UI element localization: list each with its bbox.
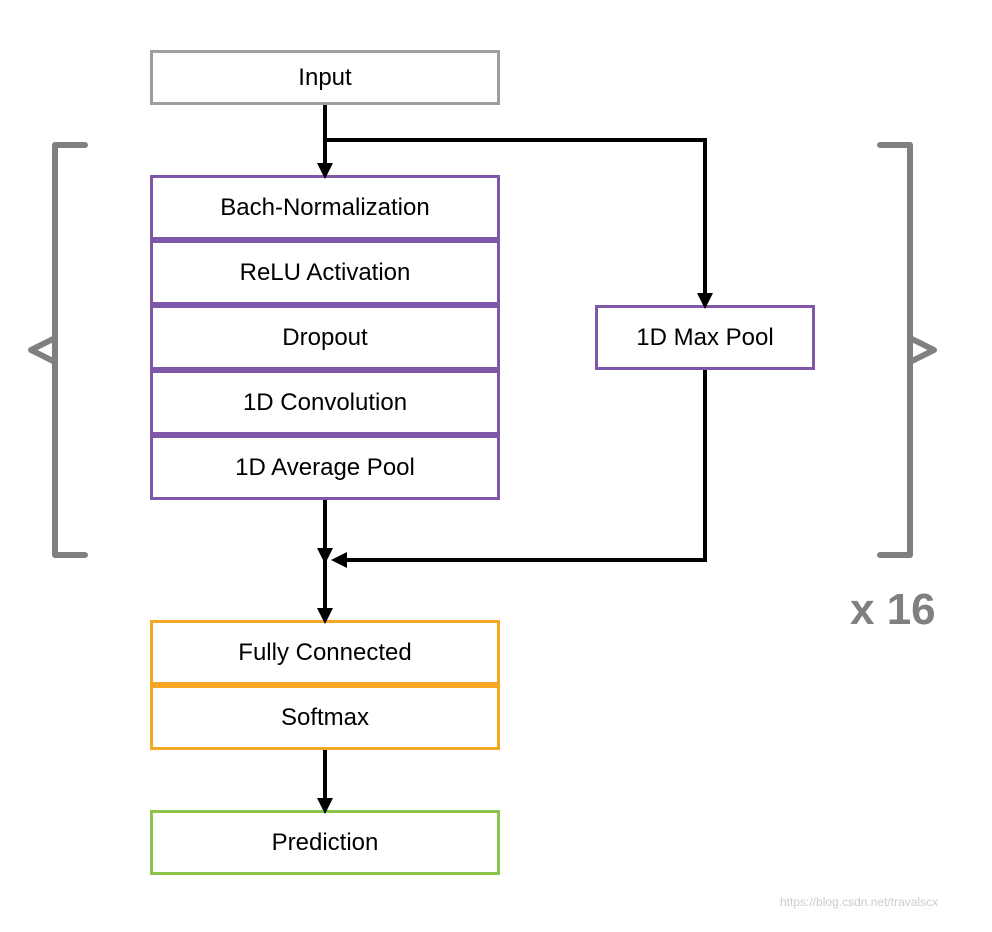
relu-box: ReLU Activation bbox=[150, 240, 500, 305]
watermark-text: https://blog.csdn.net/travalscx bbox=[780, 895, 938, 909]
prediction-label: Prediction bbox=[272, 829, 379, 857]
prediction-box: Prediction bbox=[150, 810, 500, 875]
bracket-right-notch bbox=[910, 338, 934, 362]
bracket-right bbox=[880, 145, 910, 555]
softmax-box: Softmax bbox=[150, 685, 500, 750]
fc-box: Fully Connected bbox=[150, 620, 500, 685]
conv-box: 1D Convolution bbox=[150, 370, 500, 435]
input-label: Input bbox=[298, 64, 351, 92]
fc-label: Fully Connected bbox=[238, 639, 411, 667]
maxpool-box: 1D Max Pool bbox=[595, 305, 815, 370]
bracket-left bbox=[55, 145, 85, 555]
input-box: Input bbox=[150, 50, 500, 105]
avgpool-box: 1D Average Pool bbox=[150, 435, 500, 500]
bn-label: Bach-Normalization bbox=[220, 194, 429, 222]
repeat-label: x 16 bbox=[850, 585, 936, 635]
softmax-label: Softmax bbox=[281, 704, 369, 732]
maxpool-label: 1D Max Pool bbox=[636, 324, 773, 352]
avgpool-label: 1D Average Pool bbox=[235, 454, 415, 482]
conv-label: 1D Convolution bbox=[243, 389, 407, 417]
relu-label: ReLU Activation bbox=[240, 259, 411, 287]
bn-box: Bach-Normalization bbox=[150, 175, 500, 240]
dropout-box: Dropout bbox=[150, 305, 500, 370]
bracket-left-notch bbox=[31, 338, 55, 362]
dropout-label: Dropout bbox=[282, 324, 367, 352]
